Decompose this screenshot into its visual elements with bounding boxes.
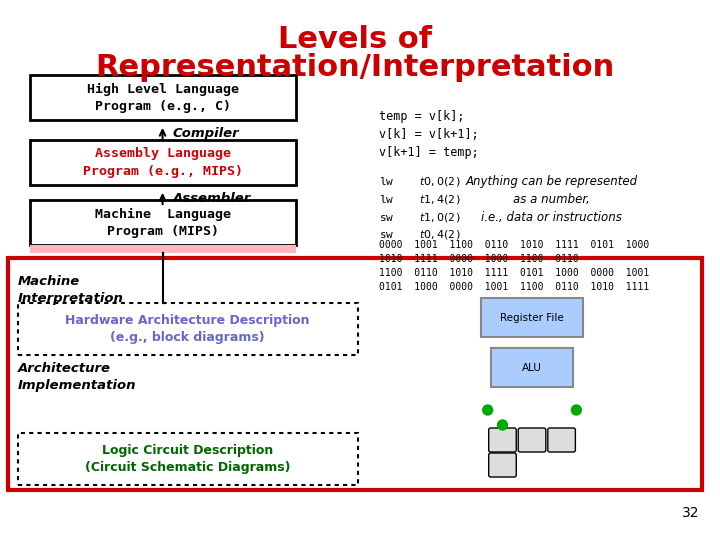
Text: 32: 32 [682,506,700,520]
FancyBboxPatch shape [18,433,358,485]
FancyBboxPatch shape [18,303,358,355]
Circle shape [498,420,508,430]
FancyBboxPatch shape [489,428,516,452]
FancyBboxPatch shape [30,75,296,120]
FancyBboxPatch shape [481,298,583,337]
Text: lw    $t0, 0($2)
lw    $t1, 4($2)
sw    $t1, 0($2)
sw    $t0, 4($2): lw $t0, 0($2) lw $t1, 4($2) sw $t1, 0($2… [379,175,462,241]
FancyBboxPatch shape [518,428,546,452]
Text: 0000  1001  1100  0110  1010  1111  0101  1000
1010  1111  0000  1000  1100  011: 0000 1001 1100 0110 1010 1111 0101 1000 … [379,240,649,292]
Text: High Level Language
Program (e.g., C): High Level Language Program (e.g., C) [86,83,238,112]
Text: Anything can be represented
as a number,
i.e., data or instructions: Anything can be represented as a number,… [466,175,638,224]
Text: Logic Circuit Description
(Circuit Schematic Diagrams): Logic Circuit Description (Circuit Schem… [85,444,290,474]
FancyBboxPatch shape [30,200,296,245]
Text: Machine  Language
Program (MIPS): Machine Language Program (MIPS) [94,207,230,238]
Circle shape [483,405,492,415]
Text: Machine
Interpretation: Machine Interpretation [18,275,124,305]
FancyBboxPatch shape [8,258,703,490]
FancyBboxPatch shape [30,245,296,253]
Text: temp = v[k];
v[k] = v[k+1];
v[k+1] = temp;: temp = v[k]; v[k] = v[k+1]; v[k+1] = tem… [379,110,479,159]
Text: Levels of: Levels of [278,25,432,55]
Text: Compiler: Compiler [172,126,239,139]
Text: Assembler: Assembler [172,192,251,205]
Text: Register File: Register File [500,313,564,323]
Text: ALU: ALU [522,363,542,373]
FancyBboxPatch shape [548,428,575,452]
Text: Representation/Interpretation: Representation/Interpretation [95,53,614,83]
FancyBboxPatch shape [30,140,296,185]
Circle shape [572,405,581,415]
Text: Architecture
Implementation: Architecture Implementation [18,362,136,392]
Text: Hardware Architecture Description
(e.g., block diagrams): Hardware Architecture Description (e.g.,… [66,314,310,344]
FancyBboxPatch shape [490,348,573,387]
FancyBboxPatch shape [489,453,516,477]
Text: Assembly Language
Program (e.g., MIPS): Assembly Language Program (e.g., MIPS) [83,147,243,178]
